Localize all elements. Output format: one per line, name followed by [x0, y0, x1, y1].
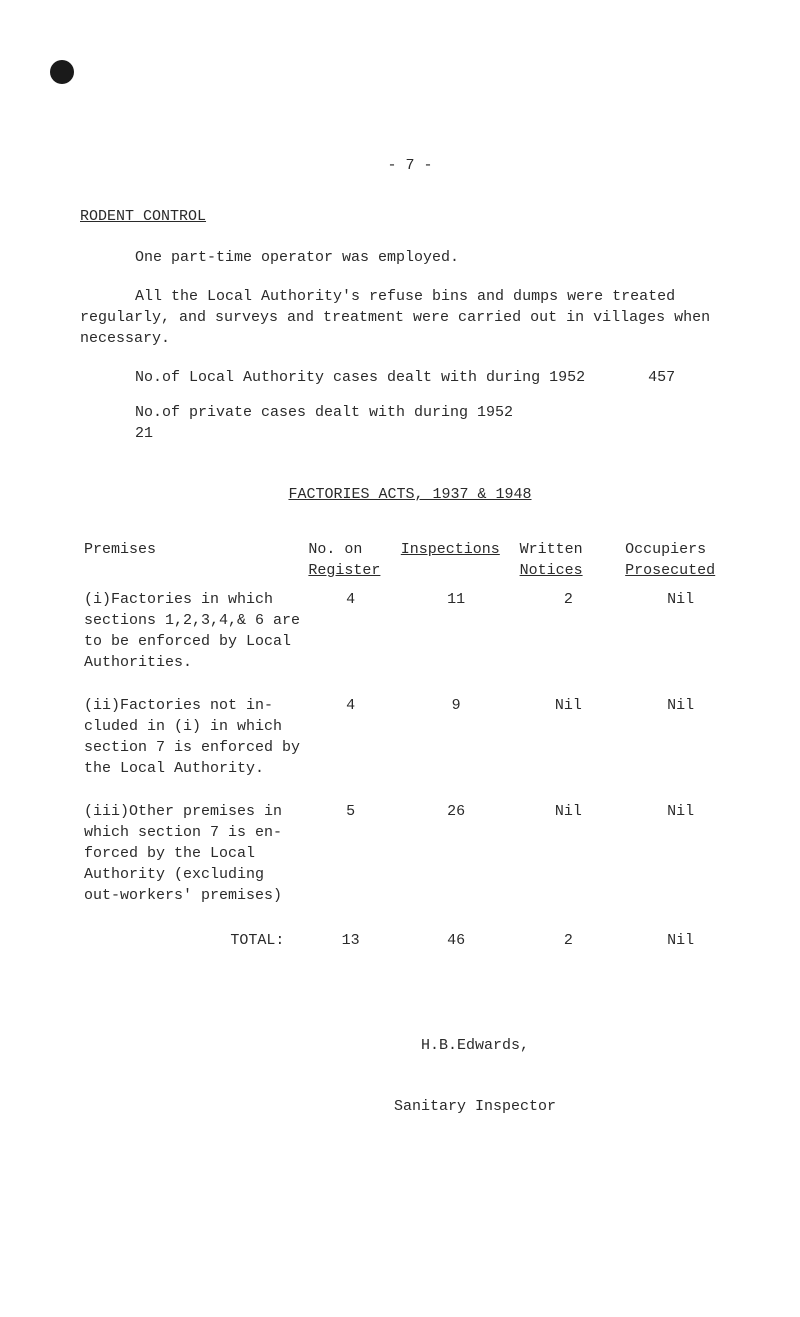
- factories-table: Premises No. on Register Inspections Wri…: [80, 535, 740, 955]
- inspector-title: Sanitary Inspector: [80, 1096, 740, 1117]
- row-insp: 26: [397, 797, 516, 924]
- row-occ: Nil: [621, 585, 740, 691]
- table-row: (i)Factories in which sections 1,2,3,4,&…: [80, 585, 740, 691]
- row-reg: 5: [304, 797, 396, 924]
- table-row: (ii)Factories not in- cluded in (i) in w…: [80, 691, 740, 797]
- total-label: TOTAL:: [80, 924, 304, 955]
- total-reg: 13: [304, 924, 396, 955]
- col-written-l1: Written: [520, 541, 583, 558]
- col-register: No. on Register: [304, 535, 396, 585]
- total-insp: 46: [397, 924, 516, 955]
- rodent-stat-2-label: No.of private cases dealt with during 19…: [135, 404, 513, 421]
- col-premises-label: Premises: [84, 541, 156, 558]
- row-desc: (i)Factories in which sections 1,2,3,4,&…: [80, 585, 304, 691]
- row-written: Nil: [516, 797, 622, 924]
- rodent-p2: All the Local Authority's refuse bins an…: [80, 286, 740, 349]
- rodent-stat-1-label: No.of Local Authority cases dealt with d…: [135, 369, 585, 386]
- col-inspections-label: Inspections: [401, 541, 500, 558]
- row-insp: 11: [397, 585, 516, 691]
- col-written: Written Notices: [516, 535, 622, 585]
- total-written: 2: [516, 924, 622, 955]
- row-written: 2: [516, 585, 622, 691]
- row-occ: Nil: [621, 797, 740, 924]
- rodent-stat-1-value: 457: [648, 369, 675, 386]
- col-premises: Premises: [80, 535, 304, 585]
- col-occupiers-l2: Prosecuted: [625, 562, 715, 579]
- col-register-l2: Register: [308, 562, 380, 579]
- row-desc: (ii)Factories not in- cluded in (i) in w…: [80, 691, 304, 797]
- table-row: (iii)Other premises in which section 7 i…: [80, 797, 740, 924]
- table-total-row: TOTAL: 13 46 2 Nil: [80, 924, 740, 955]
- row-reg: 4: [304, 585, 396, 691]
- signature: H.B.Edwards,: [80, 1035, 740, 1056]
- factories-heading: FACTORIES ACTS, 1937 & 1948: [80, 484, 740, 505]
- total-occ: Nil: [621, 924, 740, 955]
- row-occ: Nil: [621, 691, 740, 797]
- table-header-row: Premises No. on Register Inspections Wri…: [80, 535, 740, 585]
- row-insp: 9: [397, 691, 516, 797]
- col-occupiers-l1: Occupiers: [625, 541, 706, 558]
- rodent-stat-2: No.of private cases dealt with during 19…: [135, 402, 740, 444]
- row-written: Nil: [516, 691, 622, 797]
- row-desc: (iii)Other premises in which section 7 i…: [80, 797, 304, 924]
- col-occupiers: Occupiers Prosecuted: [621, 535, 740, 585]
- rodent-heading: RODENT CONTROL: [80, 206, 740, 227]
- page-dot: [50, 60, 74, 84]
- col-register-l1: No. on: [308, 541, 362, 558]
- row-reg: 4: [304, 691, 396, 797]
- col-inspections: Inspections: [397, 535, 516, 585]
- rodent-p1: One part-time operator was employed.: [80, 247, 740, 268]
- col-written-l2: Notices: [520, 562, 583, 579]
- page-number: - 7 -: [80, 155, 740, 176]
- rodent-stat-1: No.of Local Authority cases dealt with d…: [135, 367, 740, 388]
- rodent-stat-2-value: 21: [135, 425, 153, 442]
